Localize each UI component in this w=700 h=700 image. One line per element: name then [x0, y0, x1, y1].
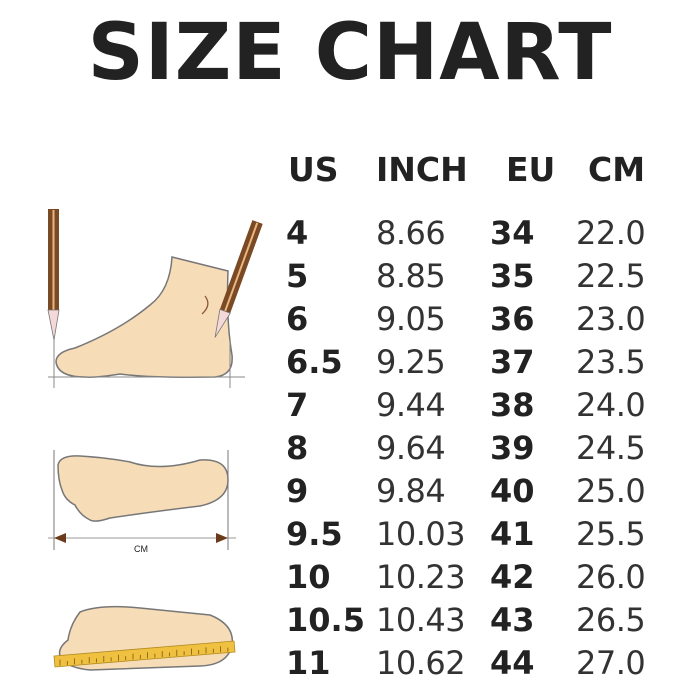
cm-size: 26.5 — [576, 601, 646, 639]
measure-label: CM — [134, 544, 148, 554]
table-row: 4 8.66 34 22.0 — [0, 212, 700, 255]
inch-size: 10.23 — [376, 558, 466, 596]
inch-size: 9.05 — [376, 300, 446, 338]
header-cm: CM — [588, 150, 646, 189]
eu-size: 39 — [490, 429, 535, 467]
inch-size: 8.66 — [376, 214, 446, 252]
us-size: 10 — [286, 558, 331, 596]
cm-size: 23.0 — [576, 300, 646, 338]
us-size: 11 — [286, 644, 331, 682]
table-row: 10 10.23 42 26.0 — [0, 556, 700, 599]
us-size: 5 — [286, 257, 309, 295]
us-size: 6 — [286, 300, 309, 338]
eu-size: 41 — [490, 515, 535, 553]
us-size: 9 — [286, 472, 309, 510]
eu-size: 44 — [490, 644, 535, 682]
table-row: 10.5 10.43 43 26.5 — [0, 599, 700, 642]
table-row: 8 9.64 39 24.5 — [0, 427, 700, 470]
inch-size: 9.25 — [376, 343, 446, 381]
cm-size: 27.0 — [576, 644, 646, 682]
cm-size: 25.5 — [576, 515, 646, 553]
eu-size: 43 — [490, 601, 535, 639]
cm-size: 25.0 — [576, 472, 646, 510]
inch-size: 9.84 — [376, 472, 446, 510]
cm-size: 24.5 — [576, 429, 646, 467]
us-size: 6.5 — [286, 343, 343, 381]
inch-size: 9.44 — [376, 386, 446, 424]
us-size: 7 — [286, 386, 309, 424]
pencil-left-icon — [47, 209, 60, 341]
table-row: 5 8.85 35 22.5 — [0, 255, 700, 298]
table-row: 7 9.44 38 24.0 — [0, 384, 700, 427]
table-row: 6 9.05 36 23.0 — [0, 298, 700, 341]
table-row: 11 10.62 44 27.0 — [0, 642, 700, 685]
eu-size: 38 — [490, 386, 535, 424]
cm-size: 24.0 — [576, 386, 646, 424]
sole-measure-icon: CM — [48, 450, 236, 554]
cm-size: 22.0 — [576, 214, 646, 252]
table-row: 9.5 10.03 41 25.5 — [0, 513, 700, 556]
cm-size: 23.5 — [576, 343, 646, 381]
header-us: US — [288, 150, 339, 189]
eu-size: 42 — [490, 558, 535, 596]
pencil-right-icon — [214, 220, 263, 338]
sole-ruler-icon — [53, 605, 236, 671]
cm-size: 26.0 — [576, 558, 646, 596]
inch-size: 9.64 — [376, 429, 446, 467]
us-size: 4 — [286, 214, 309, 252]
header-inch: INCH — [376, 150, 468, 189]
page-title: SIZE CHART — [87, 8, 613, 98]
us-size: 10.5 — [286, 601, 365, 639]
inch-size: 10.03 — [376, 515, 466, 553]
header-eu: EU — [506, 150, 556, 189]
inch-size: 10.43 — [376, 601, 466, 639]
eu-size: 36 — [490, 300, 535, 338]
table-row: 9 9.84 40 25.0 — [0, 470, 700, 513]
us-size: 9.5 — [286, 515, 343, 553]
eu-size: 35 — [490, 257, 535, 295]
side-foot-icon — [48, 256, 245, 388]
eu-size: 40 — [490, 472, 535, 510]
us-size: 8 — [286, 429, 309, 467]
eu-size: 34 — [490, 214, 535, 252]
cm-size: 22.5 — [576, 257, 646, 295]
inch-size: 8.85 — [376, 257, 446, 295]
foot-measurement-illustration: CM — [47, 209, 263, 671]
inch-size: 10.62 — [376, 644, 466, 682]
table-row: 6.5 9.25 37 23.5 — [0, 341, 700, 384]
eu-size: 37 — [490, 343, 535, 381]
